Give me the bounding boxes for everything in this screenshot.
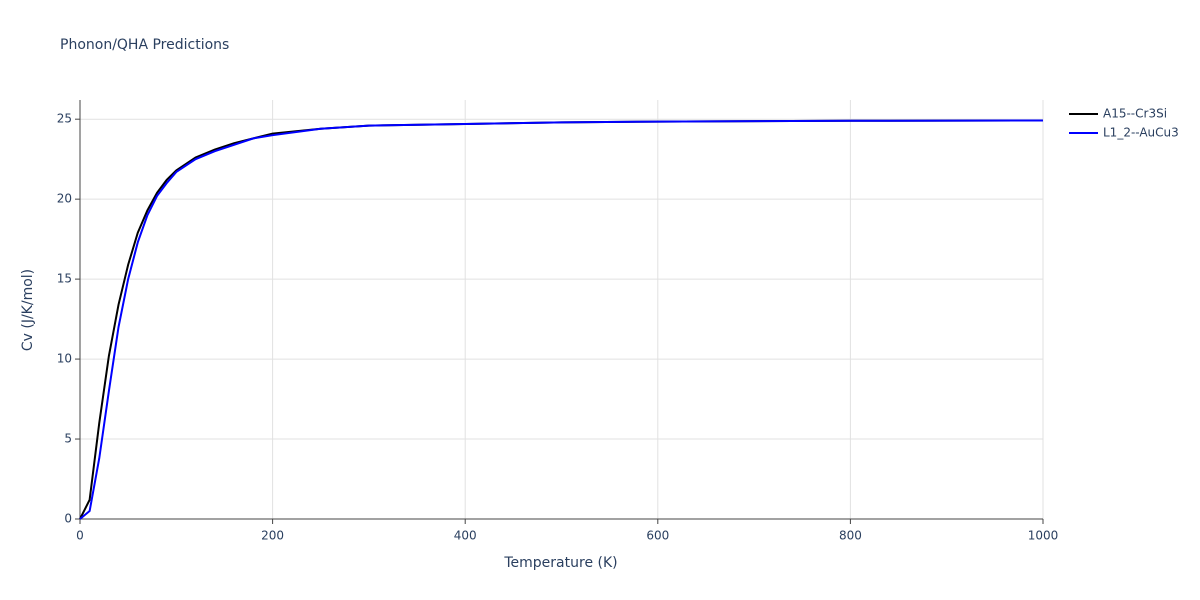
x-tick-label: 800 [839, 529, 862, 543]
series-line [79, 119, 1044, 520]
series-line [79, 119, 1044, 520]
legend-label: L1_2--AuCu3 [1103, 126, 1179, 140]
x-tick-label: 200 [261, 529, 284, 543]
y-axis-label: Cv (J/K/mol) [20, 269, 36, 351]
y-tick-label: 15 [57, 272, 72, 286]
y-tick-label: 10 [57, 352, 72, 366]
y-tick-label: 25 [57, 112, 72, 126]
legend-label: A15--Cr3Si [1103, 107, 1167, 121]
x-tick-label: 600 [646, 529, 669, 543]
x-tick-label: 400 [454, 529, 477, 543]
x-tick-label: 0 [76, 529, 84, 543]
x-tick-label: 1000 [1028, 529, 1059, 543]
chart-title: Phonon/QHA Predictions [60, 37, 229, 53]
y-tick-label: 0 [64, 512, 72, 526]
y-tick-label: 5 [64, 432, 72, 446]
x-axis-label: Temperature (K) [503, 555, 617, 571]
y-tick-label: 20 [57, 192, 72, 206]
